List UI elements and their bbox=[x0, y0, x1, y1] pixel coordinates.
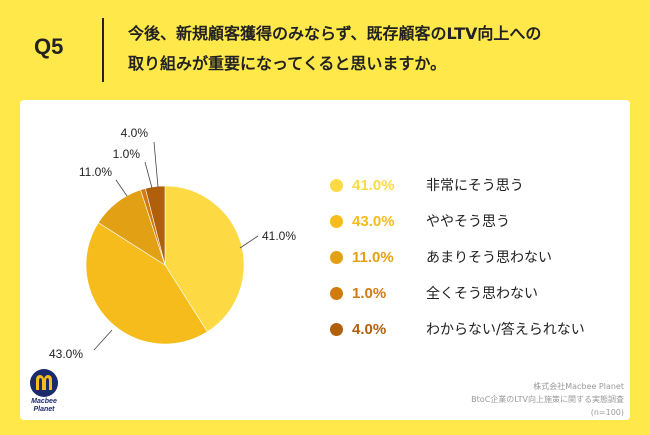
pie-slice-2 bbox=[85, 222, 208, 345]
legend-swatch bbox=[330, 215, 343, 228]
pie-slice-5 bbox=[144, 185, 166, 266]
pie-slice-1 bbox=[164, 185, 245, 333]
legend-percent: 1.0% bbox=[352, 285, 387, 302]
data-label-5: 4.0% bbox=[121, 126, 149, 140]
leader-line-5 bbox=[153, 141, 159, 188]
legend-label: わからない/答えられない bbox=[426, 322, 585, 338]
legend-percent: 11.0% bbox=[352, 249, 394, 266]
source-company: 株式会社Macbee Planet bbox=[533, 382, 624, 391]
question-number: Q5 bbox=[34, 34, 64, 59]
leader-line-1 bbox=[239, 235, 259, 249]
legend-label: 全くそう思わない bbox=[426, 286, 538, 302]
legend-percent: 41.0% bbox=[352, 177, 395, 194]
logo-wordmark: Macbee Planet bbox=[24, 398, 64, 414]
data-label-2: 43.0% bbox=[49, 347, 83, 361]
source-note: 株式会社Macbee Planet BtoC企業のLTV向上施策に関する実態調査… bbox=[471, 380, 624, 419]
data-label-1: 41.0% bbox=[262, 229, 296, 243]
legend-label: あまりそう思わない bbox=[426, 250, 552, 266]
legend-swatch bbox=[330, 179, 343, 192]
legend-swatch bbox=[330, 251, 343, 264]
source-survey: BtoC企業のLTV向上施策に関する実態調査 bbox=[471, 395, 624, 404]
legend-swatch bbox=[330, 287, 343, 300]
leader-line-3 bbox=[115, 179, 128, 197]
question-line-1: 今後、新規顧客獲得のみならず、既存顧客のLTV向上への bbox=[128, 24, 542, 43]
legend-label: 非常にそう思う bbox=[426, 178, 524, 194]
source-sample: (n=100) bbox=[590, 408, 624, 417]
header-divider bbox=[102, 18, 104, 82]
leader-line-2 bbox=[93, 329, 113, 351]
macbee-planet-logo: Macbee Planet bbox=[24, 366, 64, 422]
logo-mark-icon bbox=[30, 369, 58, 397]
legend-label: ややそう思う bbox=[426, 214, 510, 230]
legend-swatch bbox=[330, 323, 343, 336]
logo-line-2: Planet bbox=[33, 406, 55, 413]
legend-percent: 4.0% bbox=[352, 321, 387, 338]
question-line-2: 取り組みが重要になってくると思いますか。 bbox=[128, 54, 447, 73]
data-label-4: 1.0% bbox=[113, 147, 141, 161]
question-text: 今後、新規顧客獲得のみならず、既存顧客のLTV向上への 取り組みが重要になってく… bbox=[128, 19, 628, 79]
legend-percent: 43.0% bbox=[352, 213, 395, 230]
data-label-3: 11.0% bbox=[79, 165, 112, 179]
leader-line-4 bbox=[144, 161, 153, 189]
logo-line-1: Macbee bbox=[31, 398, 57, 405]
